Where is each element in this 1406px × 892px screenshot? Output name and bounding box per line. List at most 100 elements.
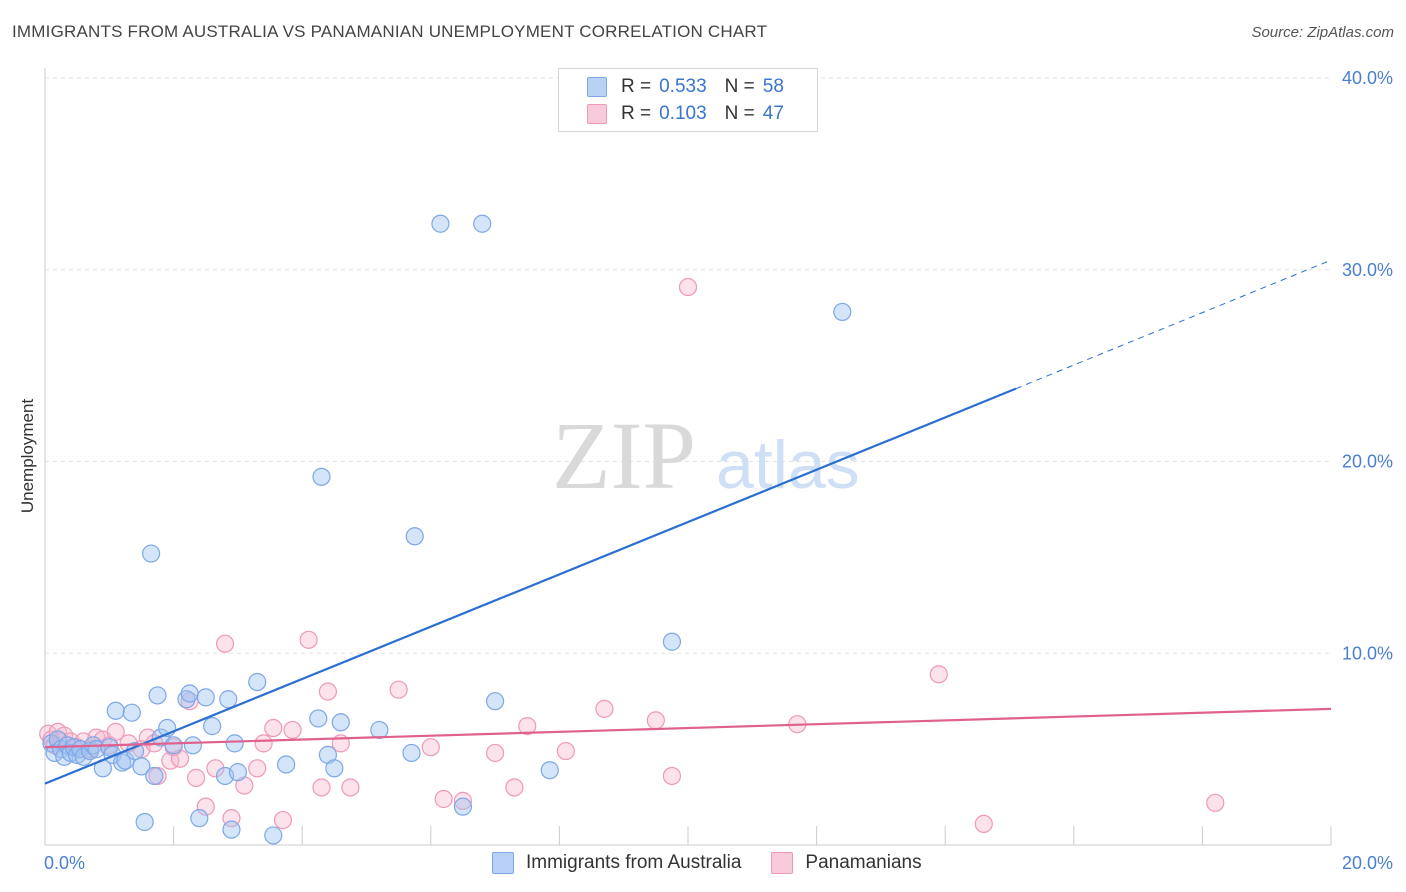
watermark: ZIP atlas [552, 402, 860, 509]
legend-r-label: R = [621, 103, 652, 124]
point-australia [309, 709, 328, 728]
axes [44, 68, 1332, 846]
point-panamanians [421, 738, 440, 757]
x-tick-label: 0.0% [44, 853, 85, 873]
tick-labels: 10.0% 20.0% 30.0% 40.0% 0.0% 20.0% [44, 68, 1393, 873]
point-australia [833, 302, 852, 322]
watermark-atlas: atlas [716, 427, 860, 503]
legend-n-value: 47 [762, 103, 784, 124]
y-tick-label: 40.0% [1342, 68, 1393, 88]
point-panamanians [312, 778, 331, 797]
point-australia [331, 713, 350, 732]
legend-row-australia: R = 0.533 N = 58 [587, 75, 784, 99]
series-legend: Immigrants from Australia Panamanians [492, 852, 952, 874]
point-australia [540, 761, 559, 780]
point-panamanians [974, 814, 993, 834]
point-australia [222, 820, 241, 839]
point-panamanians [518, 717, 537, 736]
point-australia [219, 690, 238, 709]
point-australia [248, 672, 267, 692]
legend-n-value: 58 [762, 76, 784, 97]
point-panamanians [283, 720, 302, 740]
x-tick-label: 20.0% [1342, 853, 1393, 873]
point-australia [264, 826, 283, 845]
point-panamanians [187, 768, 206, 787]
point-panamanians [595, 699, 614, 718]
legend-label-panamanians: Panamanians [805, 852, 922, 873]
point-australia [113, 753, 132, 772]
y-tick-label: 10.0% [1342, 643, 1393, 663]
legend-label-australia: Immigrants from Australia [526, 852, 742, 873]
point-australia [164, 736, 183, 755]
legend-swatch-blue [492, 852, 514, 874]
trend-lines [44, 259, 1332, 785]
point-panamanians [273, 810, 293, 830]
y-tick-label: 30.0% [1342, 260, 1393, 280]
point-australia [132, 757, 151, 776]
point-australia [662, 632, 682, 651]
point-panamanians [299, 630, 318, 649]
point-panamanians [434, 789, 453, 809]
point-panamanians [248, 759, 267, 778]
point-panamanians [556, 741, 575, 761]
point-australia [141, 544, 161, 563]
point-australia [370, 720, 389, 740]
point-australia [183, 736, 202, 755]
point-panamanians [341, 778, 360, 797]
legend-swatch-pink [771, 852, 794, 874]
point-australia [277, 755, 296, 774]
legend-r-value: 0.103 [659, 103, 707, 124]
point-panamanians [662, 766, 682, 786]
point-australia [180, 684, 199, 703]
chart-title: IMMIGRANTS FROM AUSTRALIA VS PANAMANIAN … [12, 22, 768, 41]
watermark-zip: ZIP [552, 402, 696, 509]
point-australia [203, 717, 222, 736]
point-panamanians [254, 734, 273, 753]
point-australia [48, 730, 67, 749]
point-australia [473, 214, 492, 233]
legend-n-label: N = [724, 103, 755, 124]
point-australia [177, 690, 196, 709]
point-panamanians [215, 634, 235, 653]
point-australia [106, 701, 125, 720]
source-label: Source: ZipAtlas.com [1251, 24, 1394, 41]
legend-swatch-pink [587, 104, 607, 124]
trend-line-australia [44, 387, 1017, 785]
legend-swatch-blue [587, 77, 607, 97]
point-australia [453, 797, 473, 816]
legend-n-label: N = [724, 76, 755, 97]
point-panamanians [486, 743, 505, 763]
point-australia [122, 703, 141, 722]
point-australia [135, 812, 154, 832]
point-panamanians [505, 778, 524, 797]
point-australia [116, 751, 135, 770]
legend-row-panamanians: R = 0.103 N = 47 [587, 102, 784, 126]
legend-r-label: R = [621, 76, 652, 97]
point-australia [431, 214, 450, 233]
point-australia [312, 467, 331, 486]
point-australia [190, 809, 209, 828]
trend-line-australia-extension [1015, 259, 1332, 390]
point-panamanians [196, 797, 215, 816]
trend-line-panamanians [44, 707, 1332, 749]
grid-lines [45, 77, 1331, 654]
point-panamanians [646, 711, 665, 730]
correlation-legend: R = 0.533 N = 58 R = 0.103 N = 47 [558, 68, 818, 132]
point-australia [148, 686, 167, 705]
point-australia [325, 759, 344, 778]
y-tick-label: 20.0% [1342, 452, 1393, 472]
point-panamanians [678, 277, 698, 297]
data-points [39, 214, 1225, 845]
point-australia [225, 734, 244, 753]
point-panamanians [318, 682, 338, 701]
y-axis-label: Unemployment [18, 399, 37, 514]
point-panamanians [264, 718, 283, 738]
point-panamanians [106, 722, 125, 741]
point-panamanians [453, 791, 473, 810]
legend-item-panamanians: Panamanians [771, 852, 922, 874]
legend-r-value: 0.533 [659, 76, 707, 97]
point-panamanians [389, 680, 408, 699]
point-panamanians [929, 665, 948, 684]
point-panamanians [1206, 793, 1225, 812]
